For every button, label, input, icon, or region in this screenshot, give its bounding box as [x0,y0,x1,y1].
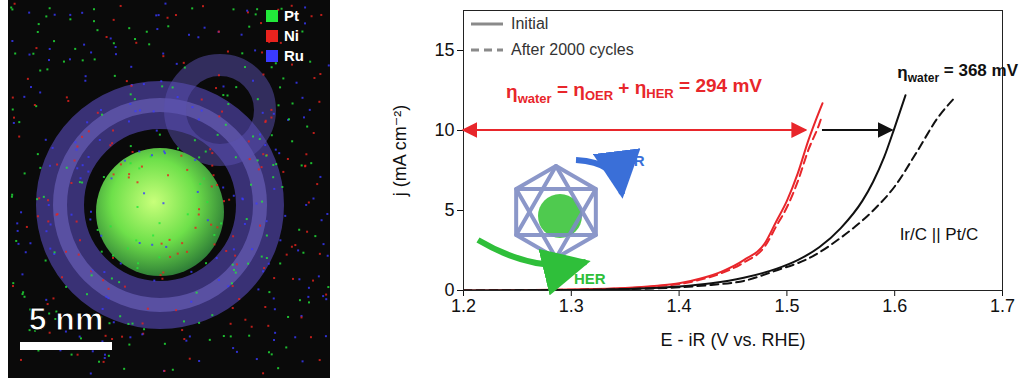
svg-text:5 nm: 5 nm [29,301,104,337]
svg-text:Ni: Ni [284,27,299,44]
svg-text:1.7: 1.7 [990,296,1015,316]
svg-text:Initial: Initial [511,15,548,32]
svg-text:1.3: 1.3 [559,296,584,316]
svg-text:0: 0 [444,280,455,301]
svg-text:10: 10 [434,120,454,140]
svg-text:1.6: 1.6 [882,296,907,316]
svg-text:1.5: 1.5 [774,296,799,316]
svg-text:E - iR (V vs. RHE): E - iR (V vs. RHE) [660,330,805,350]
svg-text:1.2: 1.2 [451,296,476,316]
svg-text:Ru: Ru [284,47,304,64]
svg-text:15: 15 [434,40,454,60]
svg-text:OER: OER [612,152,645,169]
svg-text:5: 5 [444,200,454,220]
svg-text:After 2000 cycles: After 2000 cycles [511,41,634,58]
svg-text:1.4: 1.4 [667,296,692,316]
svg-text:ηwater = 368 mV: ηwater = 368 mV [897,61,1018,85]
svg-text:Pt: Pt [284,7,299,24]
svg-text:HER: HER [574,270,606,287]
svg-text:Ir/C || Pt/C: Ir/C || Pt/C [900,225,979,244]
svg-text:ηwater = ηOER + ηHER = 294 mV: ηwater = ηOER + ηHER = 294 mV [506,75,762,106]
svg-text:j (mA cm⁻²): j (mA cm⁻²) [390,105,410,198]
